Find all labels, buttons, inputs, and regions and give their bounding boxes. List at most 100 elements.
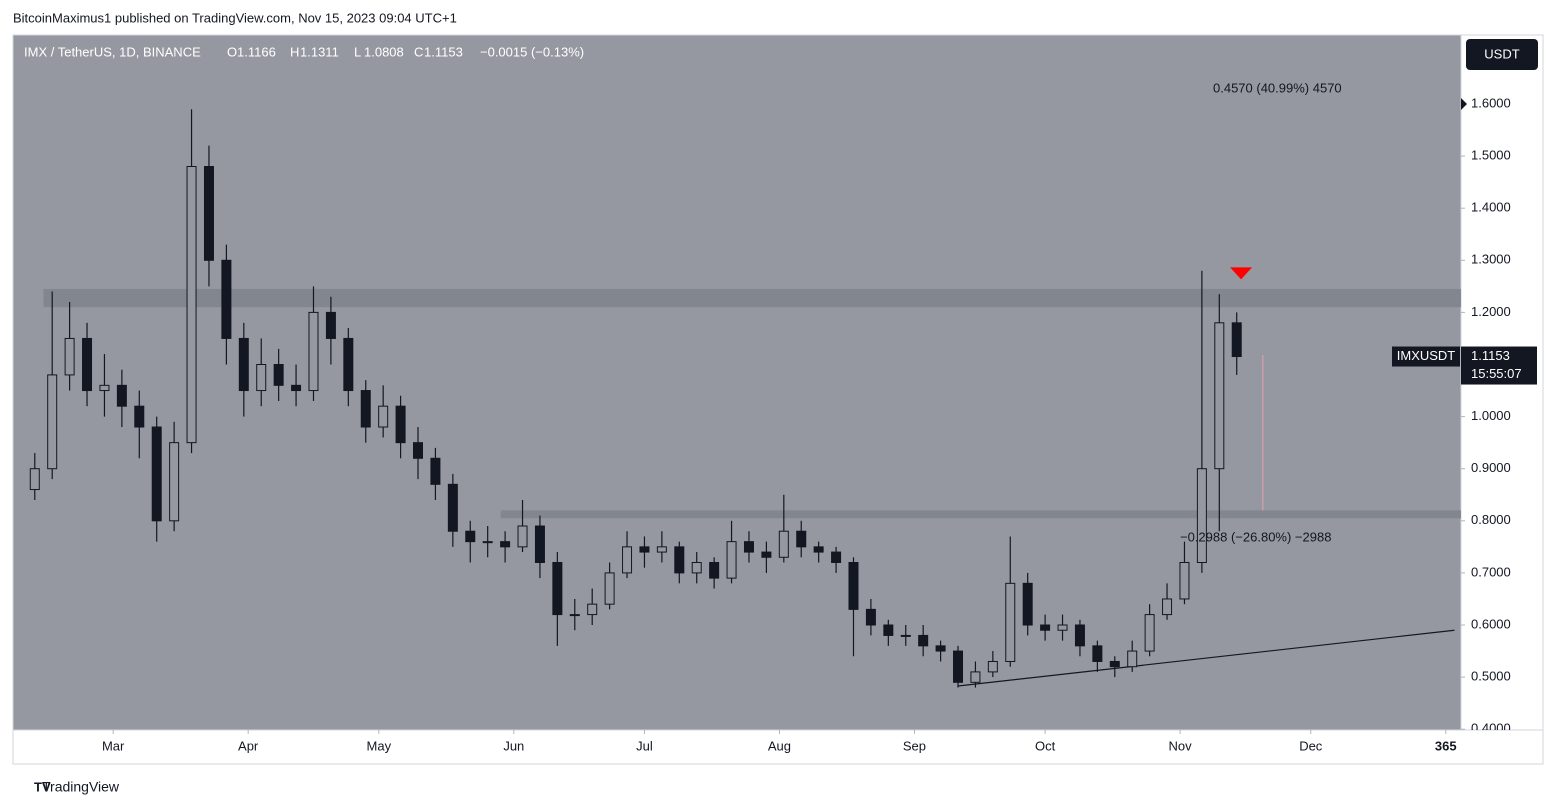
y-tick-label: 0.6000	[1471, 616, 1511, 631]
candle-body	[1109, 660, 1120, 668]
trendline	[957, 629, 1455, 687]
ohlc-value: 1.0808	[364, 44, 404, 59]
candle-body	[656, 546, 667, 553]
ohlc-letter: O	[227, 44, 237, 59]
candle-body	[116, 384, 127, 407]
y-tick-label: 1.5000	[1471, 148, 1511, 163]
candle-body	[1074, 624, 1085, 647]
frame	[12, 34, 1544, 765]
ohlc-value: 1.1311	[300, 44, 339, 59]
candle-body	[325, 311, 336, 339]
x-tick-label: Nov	[1169, 738, 1193, 753]
candle-body	[1144, 614, 1155, 652]
price-zone	[43, 288, 1461, 308]
ohlc-value: 1.1166	[237, 44, 276, 59]
x-tick-label: Dec	[1299, 738, 1323, 753]
candle-body	[238, 337, 249, 392]
plot	[29, 109, 1461, 688]
y-tick-label: 0.9000	[1471, 460, 1511, 475]
candle-body	[413, 442, 424, 459]
y-tick-label: 0.7000	[1471, 564, 1511, 579]
candle-body	[1092, 645, 1103, 662]
candle-body	[169, 442, 180, 522]
candle-body	[953, 650, 964, 683]
y-tick-label: 0.5000	[1471, 669, 1511, 684]
x-tick-label: Mar	[102, 738, 125, 753]
candle-body	[1127, 650, 1138, 668]
candle-body	[186, 166, 197, 444]
candle-body	[482, 541, 493, 544]
candle-body	[291, 384, 302, 392]
countdown: 15:55:07	[1471, 366, 1522, 381]
candle-body	[517, 525, 528, 548]
candle-body	[99, 384, 110, 392]
last-price: 1.1153	[1471, 348, 1510, 363]
candle-body	[743, 541, 754, 553]
candle-body	[1196, 468, 1207, 563]
y-tick-label: 0.8000	[1471, 512, 1511, 527]
price-zone	[500, 510, 1461, 519]
candle-body	[151, 426, 162, 522]
candle-body	[883, 624, 894, 636]
x-tick-label: Jul	[636, 738, 653, 753]
candle-body	[778, 530, 789, 558]
candle-body	[552, 561, 563, 616]
candle-body	[465, 530, 476, 543]
candle-body	[622, 546, 633, 574]
candle-body	[378, 405, 389, 428]
measure-annotation: 0.4570 (40.99%) 4570	[1213, 80, 1342, 95]
resistance-marker	[1230, 267, 1253, 280]
candle-body	[761, 551, 772, 558]
candle-body	[1040, 624, 1051, 631]
y-tick-label: 1.3000	[1471, 252, 1511, 267]
currency-label[interactable]: USDT	[1484, 46, 1519, 61]
candle-body	[604, 572, 615, 605]
x-tick-label: Apr	[238, 738, 259, 753]
time-axis	[12, 729, 1544, 765]
logo-mark: TV	[34, 779, 51, 794]
candle-body	[865, 608, 876, 626]
candle-body	[134, 405, 145, 428]
x-tick-label: 365	[1435, 738, 1457, 753]
x-tick-label: Aug	[768, 738, 791, 753]
currency-button[interactable]	[1466, 39, 1538, 70]
candle-body	[831, 551, 842, 563]
candle-body	[1005, 582, 1016, 662]
candle-body	[203, 166, 214, 261]
footer-brand: TradingView	[42, 779, 120, 795]
candle-body	[82, 337, 93, 392]
candle-body	[1214, 322, 1225, 470]
candle-body	[500, 541, 511, 548]
price-box	[1461, 346, 1537, 385]
ohlc-letter: L	[354, 44, 361, 59]
ticker-label: IMXUSDT	[1397, 348, 1456, 363]
candle-body	[29, 468, 40, 491]
ohlc-value: 1.1153	[424, 44, 463, 59]
candle-body	[569, 614, 580, 617]
y-tick-label: 1.0000	[1471, 408, 1511, 423]
ohlc-letter: C	[414, 44, 423, 59]
candle-body	[395, 405, 406, 444]
candle-body	[587, 603, 598, 616]
x-tick-label: Jun	[503, 738, 524, 753]
ohlc-letter: H	[290, 44, 299, 59]
candle-body	[360, 390, 371, 428]
x-tick-label: Oct	[1035, 738, 1056, 753]
candle-body	[64, 337, 75, 376]
candle-body	[709, 561, 720, 579]
candle-body	[900, 634, 911, 637]
candle-body	[1179, 561, 1190, 600]
y-tick-label: 1.2000	[1471, 304, 1511, 319]
candle-body	[674, 546, 685, 574]
x-tick-label: May	[367, 738, 392, 753]
candle-body	[308, 311, 319, 392]
candle-body	[1057, 624, 1068, 631]
candle-body	[691, 561, 702, 574]
symbol: IMX / TetherUS, 1D, BINANCE	[24, 44, 201, 59]
measure-annotation: −0.2988 (−26.80%) −2988	[1180, 529, 1331, 544]
candle-body	[273, 363, 284, 386]
candle-body	[430, 457, 441, 485]
x-tick-label: Sep	[903, 738, 926, 753]
change: −0.0015 (−0.13%)	[480, 44, 584, 59]
candle-body	[813, 546, 824, 553]
